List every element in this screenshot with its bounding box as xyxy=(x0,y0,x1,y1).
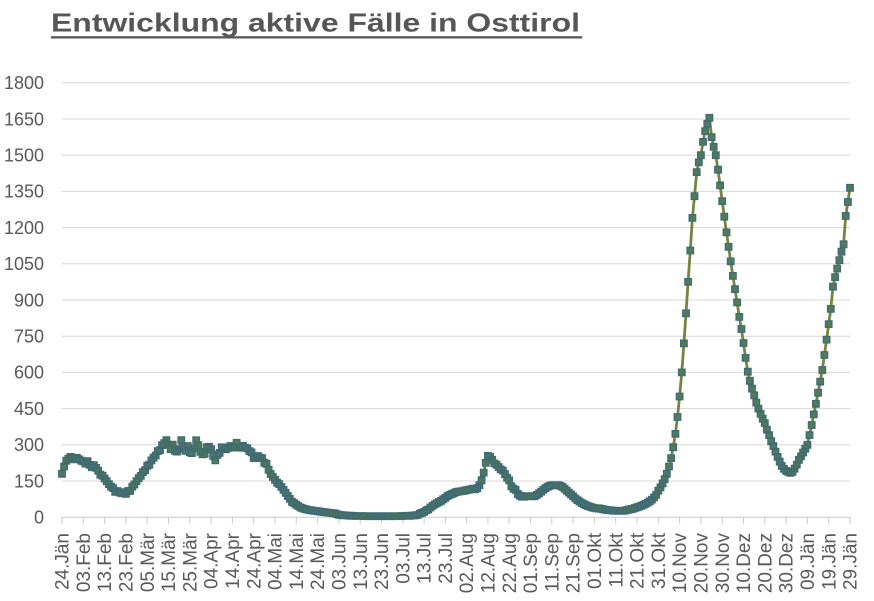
svg-text:1200: 1200 xyxy=(4,218,44,238)
svg-text:13.Jul: 13.Jul xyxy=(415,533,436,584)
svg-text:13.Feb: 13.Feb xyxy=(95,533,116,592)
svg-text:25.Mär: 25.Mär xyxy=(180,532,201,592)
svg-text:05.Mär: 05.Mär xyxy=(138,532,159,592)
svg-text:24.Apr: 24.Apr xyxy=(244,532,265,589)
svg-text:09.Jän: 09.Jän xyxy=(798,533,819,590)
svg-text:1350: 1350 xyxy=(4,182,44,202)
svg-text:1800: 1800 xyxy=(4,73,44,93)
svg-text:150: 150 xyxy=(14,471,44,491)
svg-text:Entwicklung aktive Fälle in Os: Entwicklung aktive Fälle in Osttirol xyxy=(51,8,580,38)
svg-text:24.Jän: 24.Jän xyxy=(53,533,74,590)
svg-text:21.Sep: 21.Sep xyxy=(564,533,585,593)
svg-text:300: 300 xyxy=(14,435,44,455)
svg-text:1650: 1650 xyxy=(4,109,44,129)
svg-text:04.Mai: 04.Mai xyxy=(266,533,287,590)
svg-text:1500: 1500 xyxy=(4,146,44,166)
svg-text:30.Dez: 30.Dez xyxy=(777,533,798,593)
svg-text:23.Jul: 23.Jul xyxy=(436,533,457,584)
svg-text:450: 450 xyxy=(14,399,44,419)
svg-text:01.Okt: 01.Okt xyxy=(585,532,606,589)
svg-text:23.Feb: 23.Feb xyxy=(117,533,138,592)
svg-text:13.Jun: 13.Jun xyxy=(351,533,372,590)
svg-text:15.Mär: 15.Mär xyxy=(159,532,180,592)
svg-text:11.Okt: 11.Okt xyxy=(606,532,627,587)
svg-text:1050: 1050 xyxy=(4,254,44,274)
svg-text:10.Nov: 10.Nov xyxy=(670,533,691,594)
svg-text:14.Apr: 14.Apr xyxy=(223,532,244,589)
svg-text:11.Sep: 11.Sep xyxy=(542,533,563,592)
svg-text:30.Nov: 30.Nov xyxy=(713,533,734,594)
svg-text:24.Mai: 24.Mai xyxy=(308,533,329,590)
svg-text:23.Jun: 23.Jun xyxy=(372,533,393,590)
svg-text:03.Jul: 03.Jul xyxy=(393,533,414,584)
svg-text:01.Sep: 01.Sep xyxy=(521,533,542,593)
svg-text:900: 900 xyxy=(14,290,44,310)
svg-text:02.Aug: 02.Aug xyxy=(457,533,478,593)
svg-text:20.Dez: 20.Dez xyxy=(755,533,776,593)
svg-text:10.Dez: 10.Dez xyxy=(734,533,755,593)
svg-text:600: 600 xyxy=(14,363,44,383)
svg-text:0: 0 xyxy=(34,508,44,528)
svg-text:31.Okt: 31.Okt xyxy=(649,532,670,589)
svg-text:750: 750 xyxy=(14,327,44,347)
svg-text:03.Feb: 03.Feb xyxy=(74,533,95,592)
svg-text:04.Apr: 04.Apr xyxy=(202,532,223,589)
svg-text:19.Jän: 19.Jän xyxy=(819,533,840,590)
svg-text:21.Okt: 21.Okt xyxy=(628,532,649,589)
svg-text:20.Nov: 20.Nov xyxy=(692,533,713,594)
svg-text:22.Aug: 22.Aug xyxy=(500,533,521,593)
svg-text:03.Jun: 03.Jun xyxy=(330,533,351,590)
svg-text:12.Aug: 12.Aug xyxy=(479,533,500,593)
svg-text:14.Mai: 14.Mai xyxy=(287,533,308,590)
svg-text:29.Jän: 29.Jän xyxy=(841,533,862,590)
